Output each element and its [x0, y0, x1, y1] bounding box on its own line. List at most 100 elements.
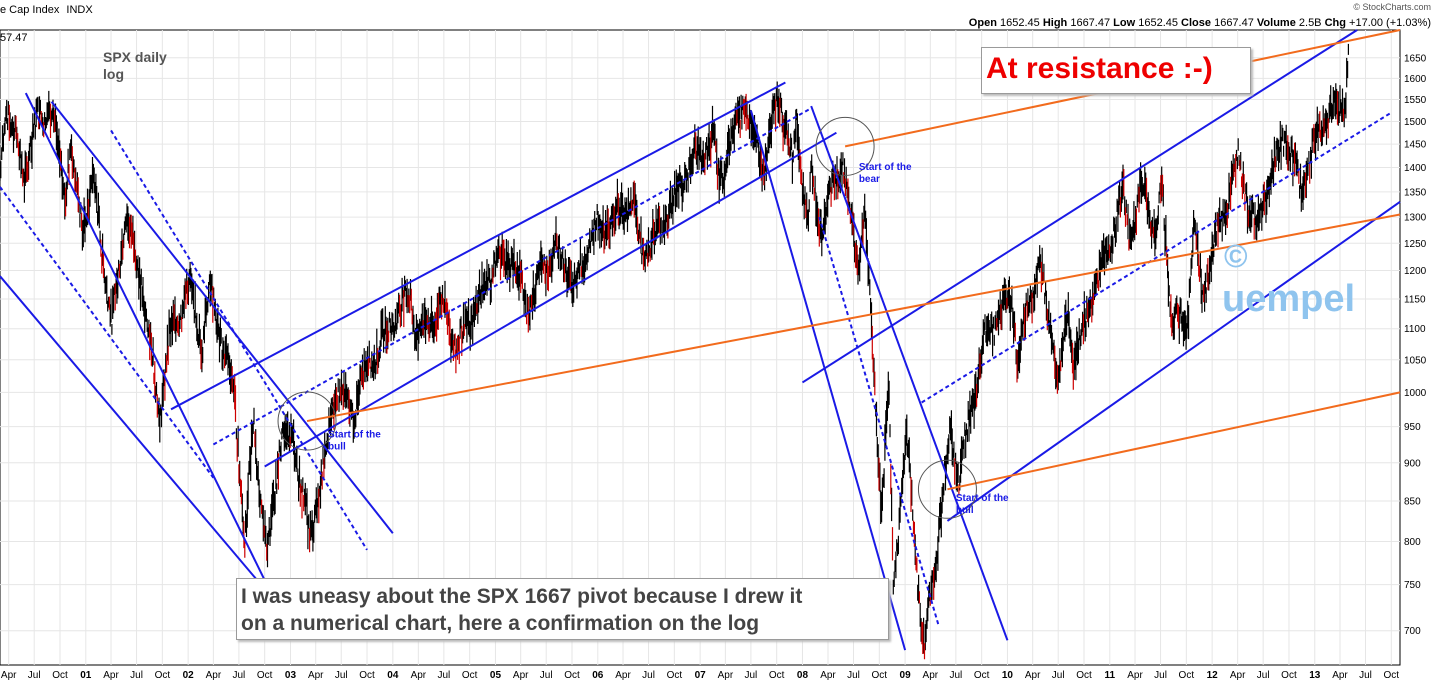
x-tick-label: Apr: [103, 670, 119, 681]
uempel-name: uempel: [1222, 278, 1356, 320]
channel-line: [24, 92, 266, 581]
y-tick-label: 1250: [1404, 239, 1427, 250]
x-tick-label: Jul: [744, 670, 757, 681]
open-label: Open: [968, 17, 997, 29]
x-tick-label: Oct: [462, 670, 478, 681]
x-tick-label: Oct: [1179, 670, 1195, 681]
resistance-line: [306, 213, 1401, 423]
x-tick-label: Jul: [28, 670, 41, 681]
annotation-line2: bear: [859, 174, 880, 185]
y-tick-label: 1550: [1404, 95, 1427, 106]
x-tick-label: Apr: [1230, 670, 1246, 681]
note-callout: I was uneasy about the SPX 1667 pivot be…: [236, 578, 889, 640]
note-line1: I was uneasy about the SPX 1667 pivot be…: [241, 585, 803, 608]
y-tick-label: 800: [1404, 537, 1421, 548]
y-tick-label: 850: [1404, 496, 1421, 507]
open-value: 1652.45: [999, 17, 1040, 29]
y-tick-label: 900: [1404, 458, 1421, 469]
x-tick-label: Jul: [847, 670, 860, 681]
y-tick-label: 1100: [1404, 324, 1426, 335]
y-tick-label: 700: [1404, 626, 1421, 637]
x-tick-label: Jul: [130, 670, 143, 681]
copyright-symbol: ©: [1224, 238, 1248, 274]
resistance-callout-text: At resistance :-): [986, 52, 1213, 85]
close-value: 1667.47: [1214, 17, 1254, 29]
x-tick-label: Oct: [257, 670, 273, 681]
annotation-line1: Start of the: [328, 429, 381, 440]
x-tick-label: 07: [695, 670, 707, 681]
low-value: 1652.45: [1138, 17, 1178, 29]
x-tick-label: 09: [900, 670, 912, 681]
stockcharts-watermark: © StockCharts.com: [1353, 2, 1431, 12]
annotation-line2: bull: [328, 441, 346, 452]
x-tick-label: Oct: [359, 670, 375, 681]
x-tick-label: Apr: [615, 670, 631, 681]
pivot-circle: [815, 116, 875, 176]
x-tick-label: Jul: [1257, 670, 1270, 681]
channel-line: [818, 216, 940, 627]
y-axis: 700 750 800 850 900 950 1000 1050 1100 1150 1200 12…: [1404, 53, 1427, 637]
chart-title-line2: log: [103, 66, 124, 82]
volume-value: 2.5B: [1298, 17, 1322, 29]
annotation-line1: Start of the: [859, 162, 912, 173]
x-tick-label: 01: [80, 670, 92, 681]
y-tick-label: 1450: [1404, 140, 1427, 151]
x-tick-label: Jul: [232, 670, 245, 681]
close-label: Close: [1181, 17, 1212, 29]
low-label: Low: [1113, 17, 1136, 29]
chart-title: SPX daily log: [103, 49, 167, 83]
channel-line: [0, 275, 266, 590]
y-tick-label: 1400: [1404, 163, 1427, 174]
channel-line: [946, 201, 1401, 522]
y-tick-label: 750: [1404, 580, 1421, 591]
x-tick-label: Apr: [1127, 670, 1143, 681]
last-value: 57.47: [0, 32, 28, 44]
resistance-callout: At resistance :-): [981, 47, 1251, 94]
channel-line: [810, 105, 1009, 641]
ohlc-summary: Open 1652.45 High 1667.47 Low 1652.45 Cl…: [969, 17, 1431, 29]
channel-line: [749, 110, 907, 651]
annotation-line1: Start of the: [956, 493, 1009, 504]
x-tick-label: 10: [1002, 670, 1014, 681]
y-tick-label: 1050: [1404, 355, 1427, 366]
x-tick-label: 05: [490, 670, 502, 681]
x-tick-label: Jul: [335, 670, 348, 681]
channel-line: [921, 111, 1392, 404]
x-tick-label: Apr: [308, 670, 324, 681]
x-tick-label: Jul: [540, 670, 553, 681]
y-tick-label: 1650: [1404, 53, 1427, 64]
pivot-circle: [917, 459, 977, 519]
y-tick-label: 1150: [1404, 294, 1426, 305]
channel-line: [0, 186, 215, 479]
highlight-circles: [277, 116, 977, 519]
y-tick-label: 1300: [1404, 213, 1427, 224]
chart-title-line1: SPX daily: [103, 49, 167, 65]
channel-line: [212, 107, 812, 446]
x-axis: Apr Jul Oct 01 Apr Jul Oct 02 Apr Jul Oct 03 Apr Jul O…: [1, 670, 1399, 681]
y-tick-label: 1200: [1404, 266, 1427, 277]
pivot-circle: [277, 391, 337, 451]
x-tick-label: Jul: [437, 670, 450, 681]
y-tick-label: 1350: [1404, 187, 1427, 198]
x-tick-label: Apr: [923, 670, 939, 681]
channel-line: [50, 101, 394, 534]
note-callout-text: I was uneasy about the SPX 1667 pivot be…: [237, 579, 888, 637]
x-tick-label: Oct: [52, 670, 68, 681]
annotation-line2: bull: [956, 505, 974, 516]
x-tick-label: 02: [183, 670, 195, 681]
x-tick-label: Jul: [949, 670, 962, 681]
x-tick-label: Apr: [513, 670, 529, 681]
x-tick-label: Oct: [564, 670, 580, 681]
x-tick-label: Oct: [769, 670, 785, 681]
x-tick-label: 12: [1207, 670, 1219, 681]
x-tick-label: Oct: [974, 670, 990, 681]
x-tick-label: Oct: [872, 670, 888, 681]
x-tick-label: Oct: [1281, 670, 1297, 681]
x-tick-label: Oct: [667, 670, 683, 681]
x-tick-label: Oct: [155, 670, 171, 681]
x-tick-label: Apr: [820, 670, 836, 681]
x-tick-label: 04: [387, 670, 399, 681]
channel-line: [110, 129, 368, 551]
